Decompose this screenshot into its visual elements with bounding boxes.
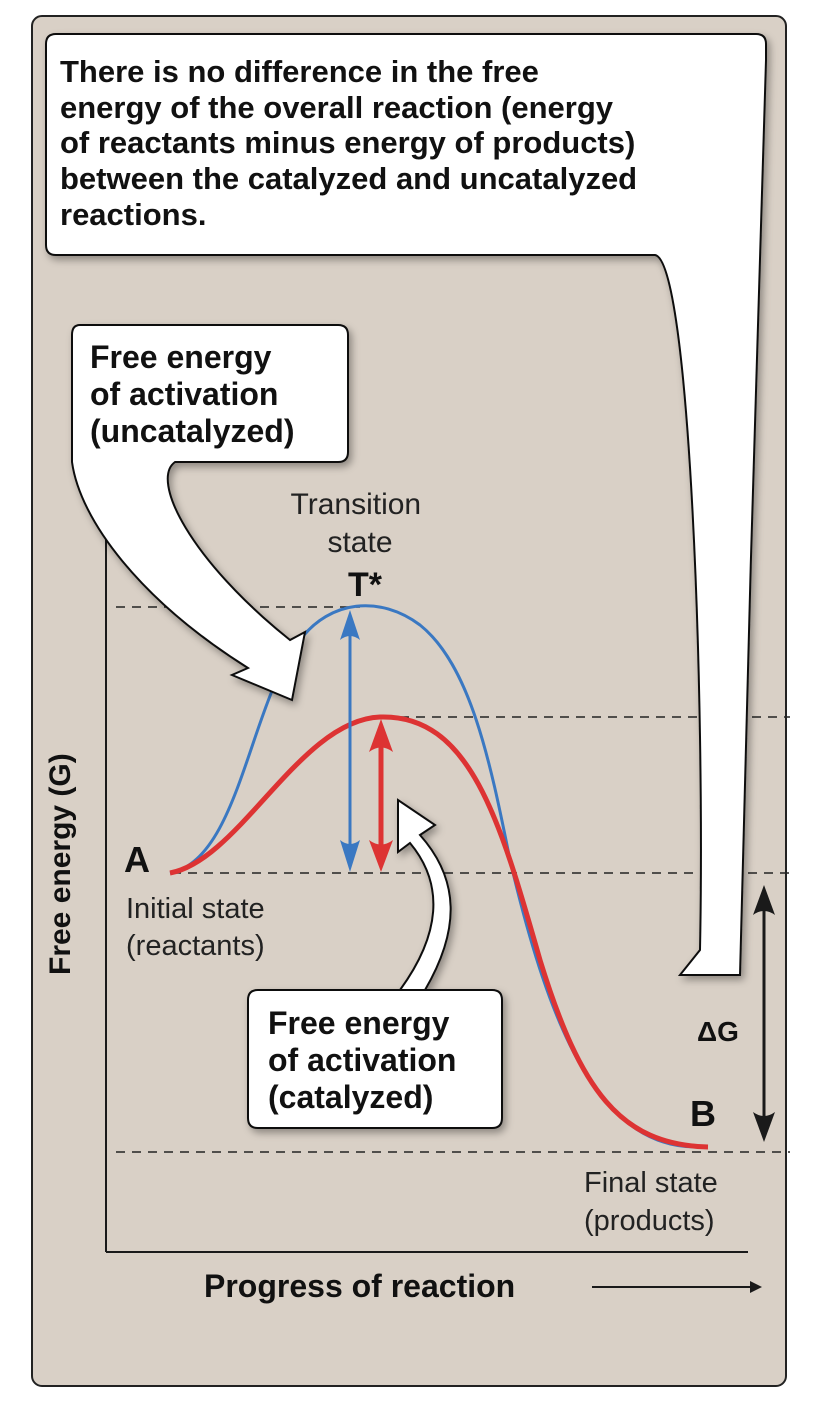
transition-state-label: Transition state: [291, 488, 430, 559]
catalyzed-callout-text: Free energy of activation (catalyzed): [268, 1005, 465, 1115]
initial-state-label: Initial state (reactants): [126, 893, 273, 962]
uncatalyzed-arrowhead-up: [340, 610, 360, 640]
uncatalyzed-callout-text: Free energy of activation (uncatalyzed): [90, 339, 294, 449]
overall-callout: [45, 33, 767, 976]
point-a-label: A: [124, 839, 150, 880]
catalyzed-curve: [169, 714, 709, 1150]
final-state-label: Final state (products): [584, 1167, 726, 1237]
uncatalyzed-callout: [71, 324, 349, 702]
delta-g-arrowhead-up: [753, 885, 775, 915]
delta-g-arrowhead-down: [753, 1112, 775, 1142]
catalyzed-arrowhead-down: [369, 840, 393, 872]
overall-callout-text: There is no difference in the free energ…: [60, 54, 646, 232]
catalyzed-callout: [247, 798, 503, 1129]
y-axis-label: Free energy (G): [44, 753, 77, 975]
uncatalyzed-arrowhead-down: [340, 840, 360, 872]
delta-g-label: ΔG: [697, 1016, 739, 1047]
x-axis-label: Progress of reaction: [204, 1268, 515, 1304]
t-star-label: T*: [348, 566, 383, 604]
catalyzed-arrowhead-up: [369, 719, 393, 752]
point-b-label: B: [690, 1093, 716, 1134]
